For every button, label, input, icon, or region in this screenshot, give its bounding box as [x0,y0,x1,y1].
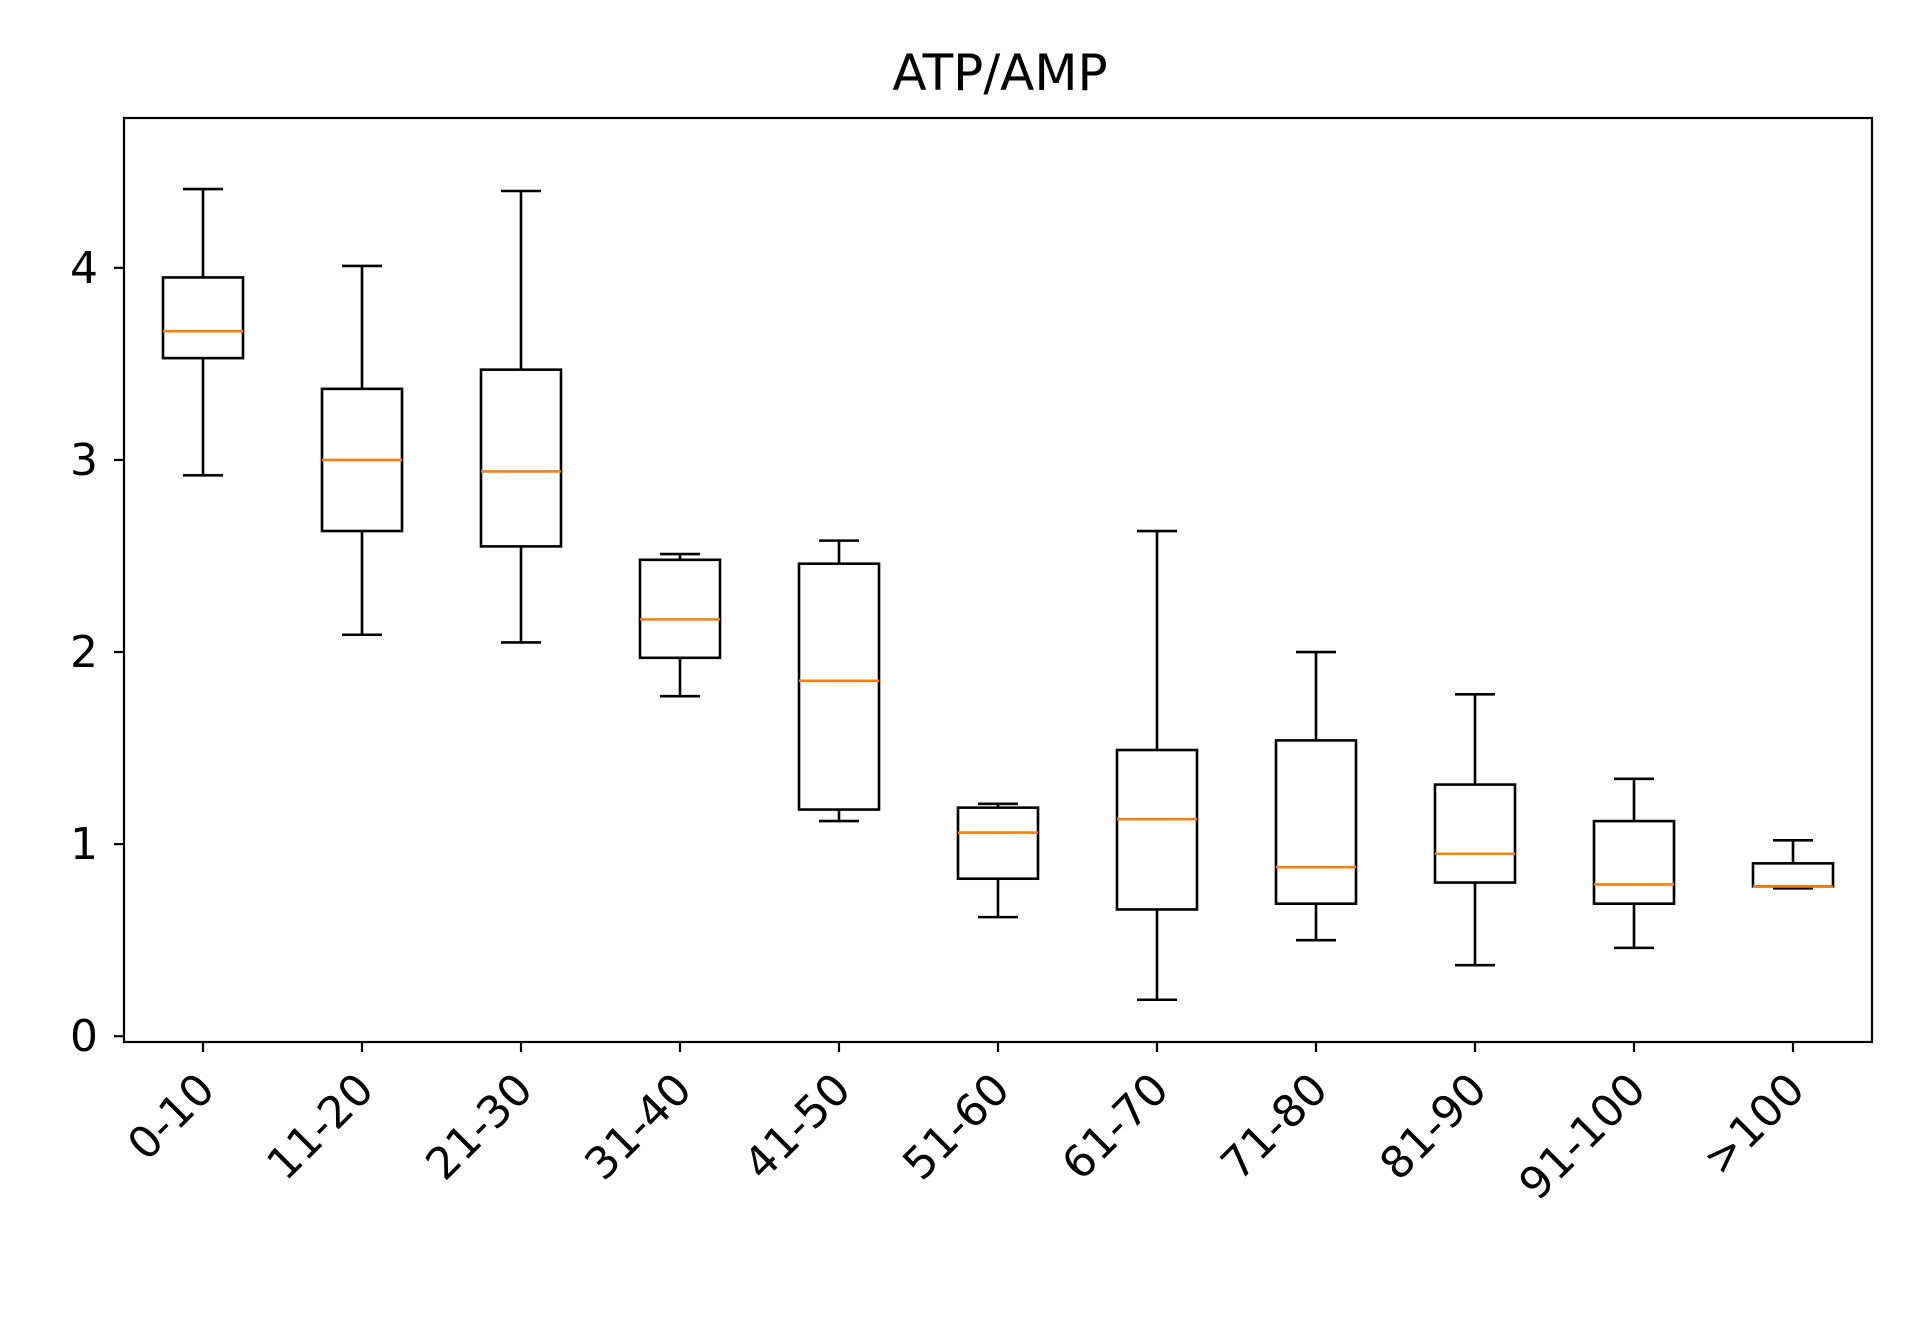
box-3 [638,558,722,660]
chart-title: ATP/AMP [892,44,1107,102]
box-7 [1274,739,1358,905]
y-tick-label-1: 1 [70,819,98,870]
y-tick-label-3: 3 [70,435,98,486]
y-tick-label-2: 2 [70,627,98,678]
box-4 [797,562,881,811]
box-0 [161,276,245,360]
box-8 [1433,783,1517,884]
box-9 [1592,819,1676,905]
plot-frame [122,116,1874,1044]
box-6 [1115,748,1199,911]
y-tick-label-4: 4 [70,243,98,294]
box-2 [479,368,563,548]
y-tick-label-0: 0 [70,1011,98,1062]
box-5 [956,806,1040,881]
